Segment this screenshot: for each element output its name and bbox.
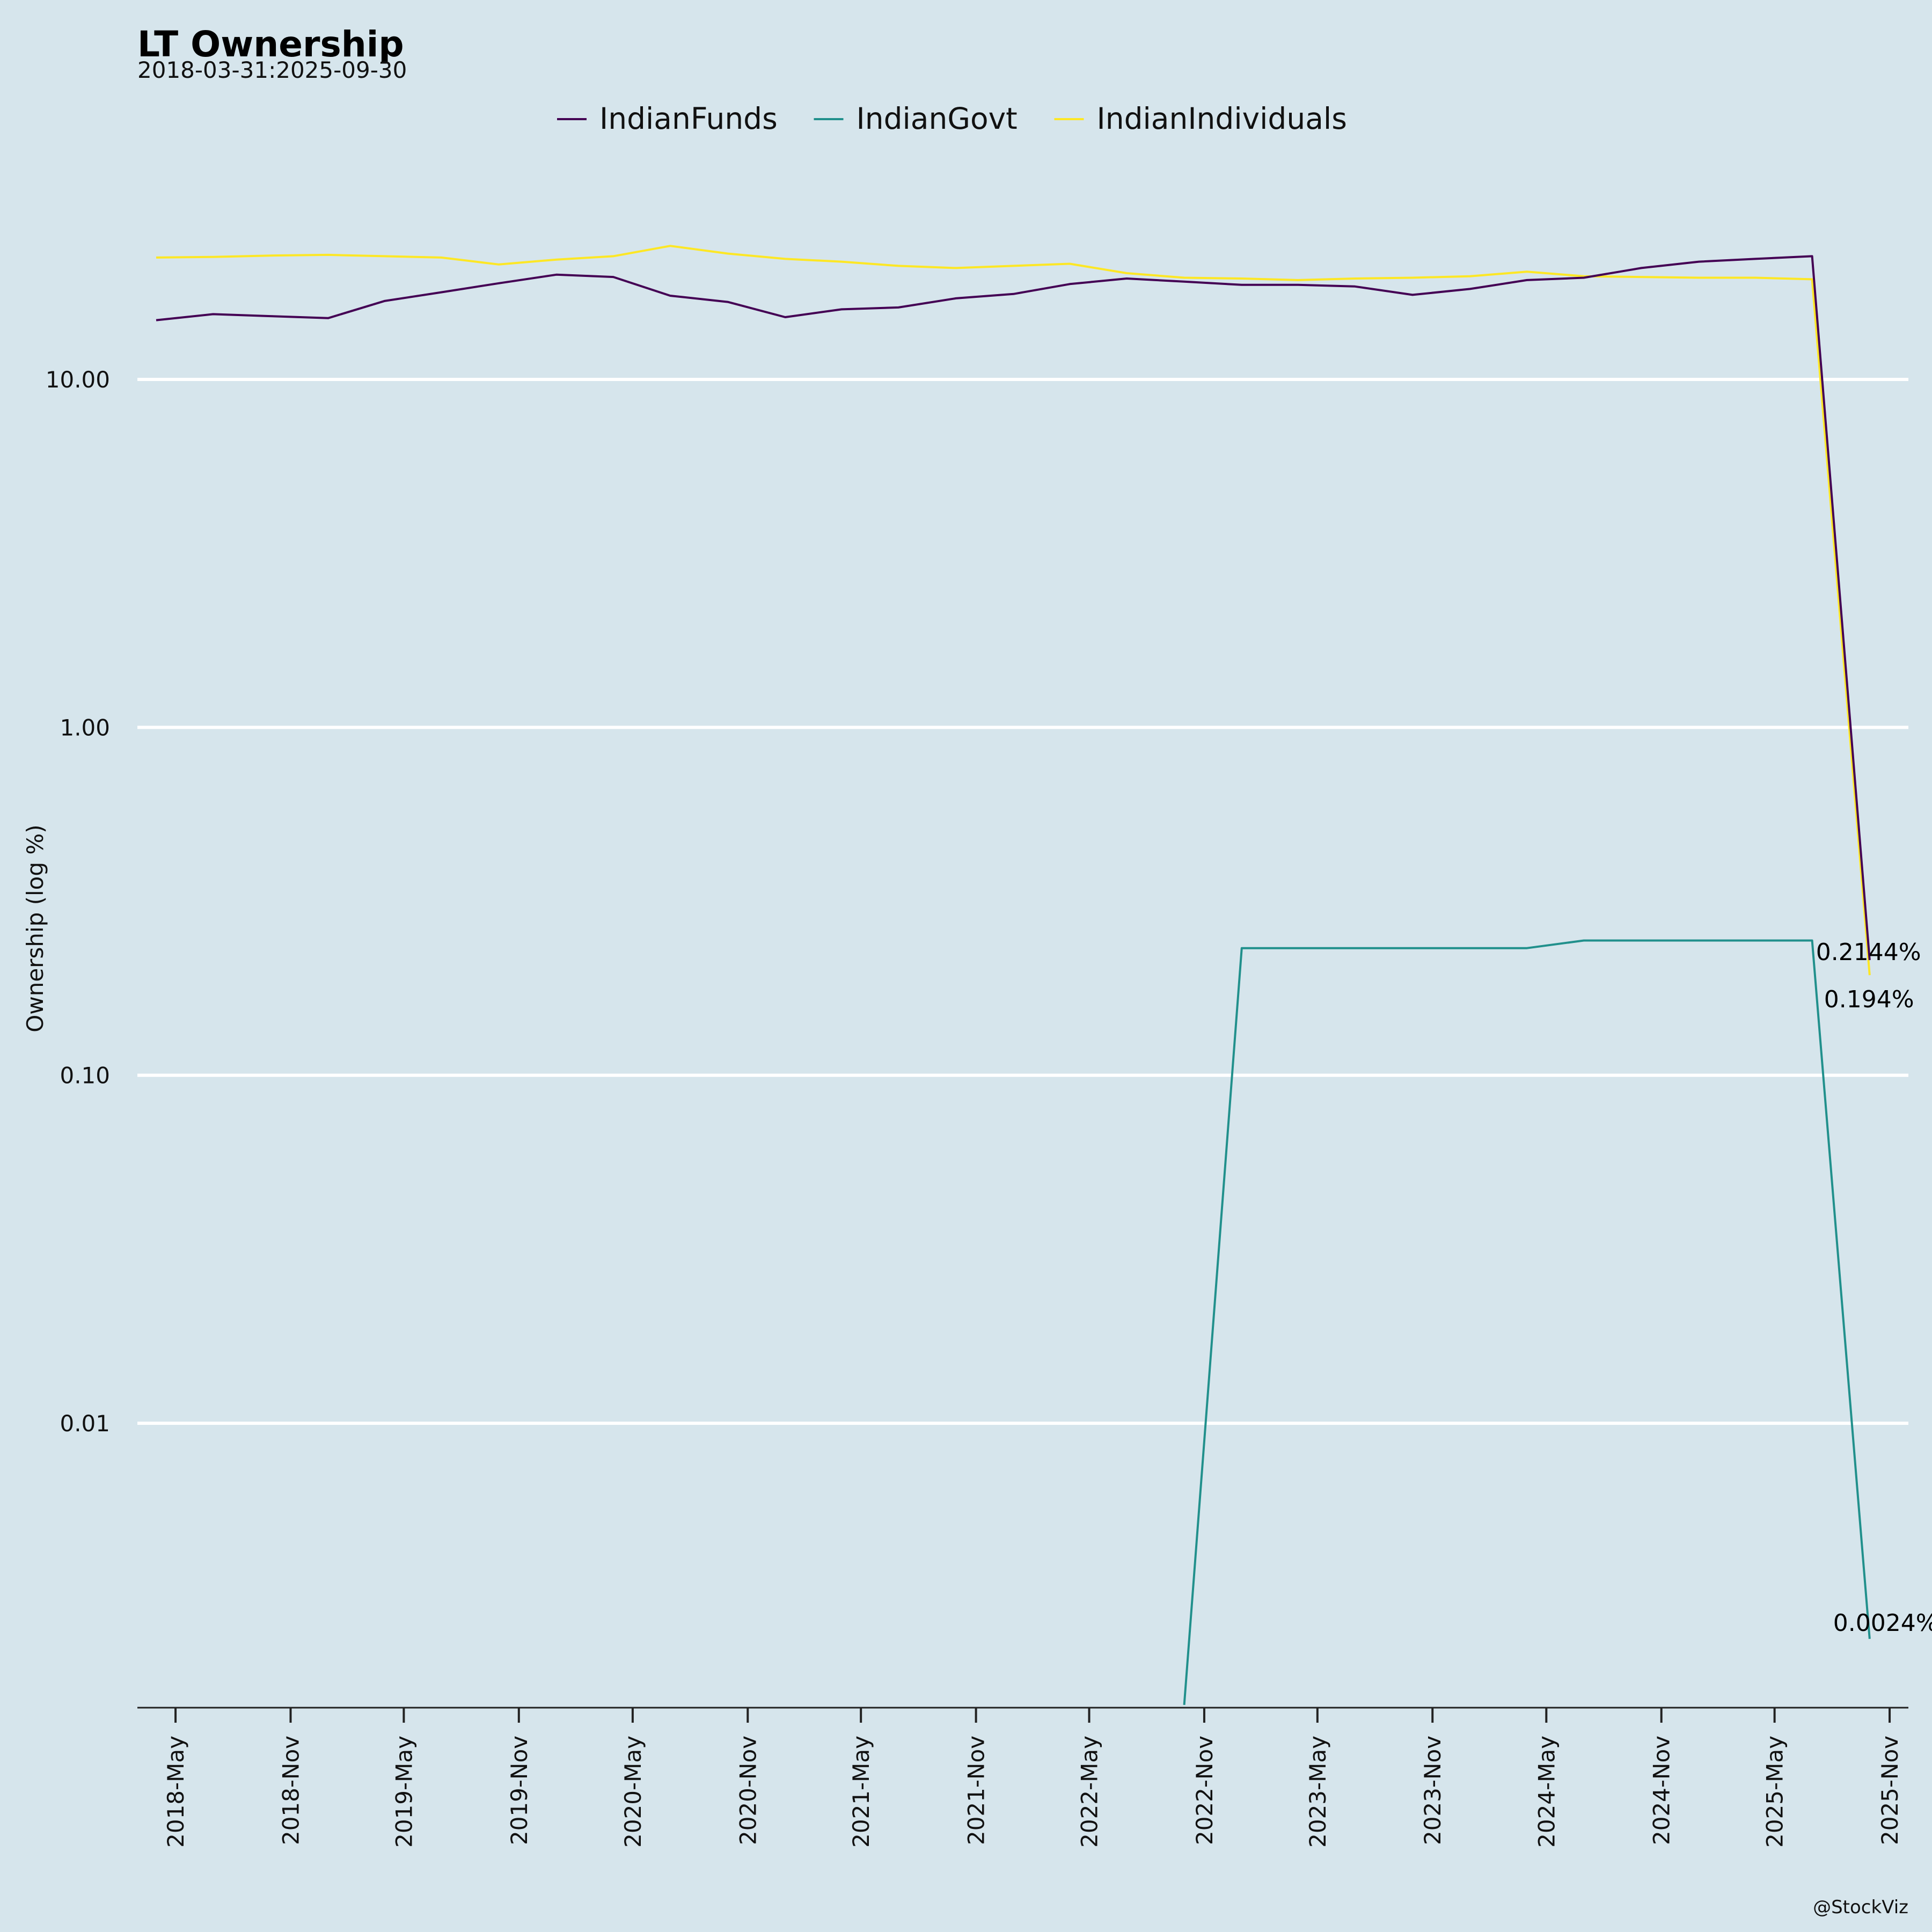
x-tick-label: 2024-May <box>1533 1736 1560 1848</box>
y-tick-label: 0.10 <box>60 1063 110 1089</box>
series-line-indiangovt <box>1183 939 1871 1706</box>
x-tick-label: 2019-Nov <box>506 1736 532 1845</box>
chart-subtitle: 2018-03-31:2025-09-30 <box>137 57 407 83</box>
series-lines <box>156 245 1871 1706</box>
y-tick-label: 10.00 <box>46 367 110 393</box>
annotations: 0.2144% 0.194% 0.0024% <box>1816 939 1932 1637</box>
x-tick-label: 2022-Nov <box>1191 1736 1218 1845</box>
x-tick-label: 2025-Nov <box>1877 1736 1903 1845</box>
x-tick-label: 2021-May <box>848 1736 874 1848</box>
annotation-indiangovt: 0.0024% <box>1833 1609 1932 1637</box>
x-tick-label: 2024-Nov <box>1649 1736 1675 1845</box>
y-axis-ticks: 10.00 1.00 0.10 0.01 <box>46 367 110 1437</box>
legend-label-indiangovt: IndianGovt <box>857 101 1018 136</box>
chart-title: LT Ownership <box>137 24 404 65</box>
x-tick-label: 2023-Nov <box>1419 1736 1446 1845</box>
series-line-indianindividuals <box>156 245 1871 976</box>
y-tick-label: 0.01 <box>60 1410 110 1437</box>
x-axis: 2018-May 2018-Nov 2019-May 2019-Nov 2020-May… <box>137 1707 1908 1848</box>
x-tick-label: 2018-May <box>163 1736 189 1848</box>
credit-text: @StockViz <box>1813 1897 1908 1918</box>
x-tick-label: 2022-May <box>1077 1736 1103 1848</box>
x-tick-label: 2018-Nov <box>277 1736 304 1845</box>
legend-label-indianfunds: IndianFunds <box>599 101 778 136</box>
gridlines <box>137 378 1908 1425</box>
annotation-indianfunds: 0.2144% <box>1816 939 1921 966</box>
y-tick-label: 1.00 <box>60 714 110 741</box>
annotation-indianindividuals: 0.194% <box>1824 986 1914 1013</box>
x-tick-label: 2020-May <box>620 1736 646 1848</box>
y-axis-label: Ownership (log %) <box>22 824 48 1032</box>
x-tick-label: 2019-May <box>391 1736 417 1848</box>
x-tick-label: 2025-May <box>1762 1736 1788 1848</box>
legend-label-indianindividuals: IndianIndividuals <box>1097 101 1347 136</box>
legend: IndianFunds IndianGovt IndianIndividuals <box>557 101 1347 136</box>
x-tick-label: 2021-Nov <box>963 1736 990 1845</box>
x-tick-label: 2020-Nov <box>735 1736 761 1845</box>
series-line-indianfunds <box>156 255 1871 961</box>
x-tick-label: 2023-May <box>1305 1736 1331 1848</box>
